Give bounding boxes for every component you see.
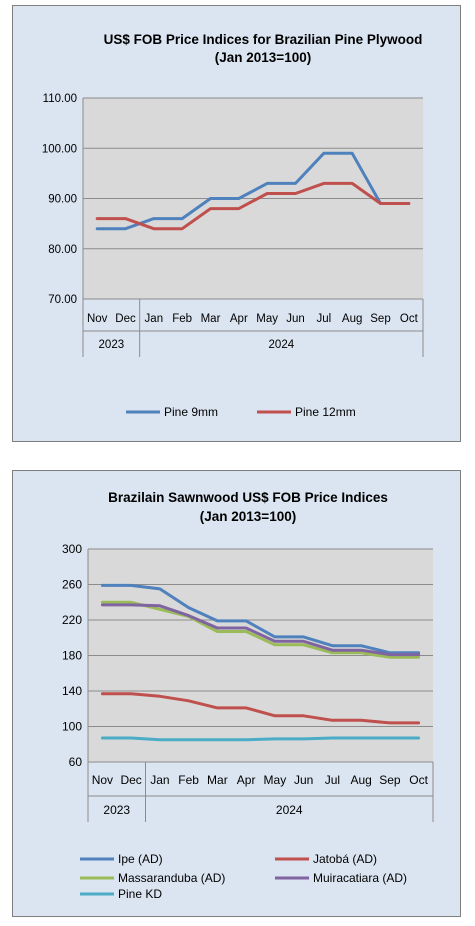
y-tick-label: 180 [62,649,82,663]
legend-label: Jatobá (AD) [313,852,377,866]
series-line [95,151,411,231]
legend-label: Muiracatiara (AD) [313,871,407,885]
plywood-chart-panel: US$ FOB Price Indices for Brazilian Pine… [12,5,461,442]
x-tick-label: Apr [230,313,248,325]
y-tick-label: 260 [62,578,82,592]
chart-title: Brazilain Sawnwood US$ FOB Price Indices [108,490,388,505]
x-tick-label: Aug [350,773,371,787]
x-tick-label: Mar [207,773,228,787]
legend-label: Massaranduba (AD) [118,871,225,885]
x-tick-label: Dec [115,313,136,325]
x-tick-label: May [264,773,287,787]
plywood-price-chart: US$ FOB Price Indices for Brazilian Pine… [42,32,424,419]
legend-label: Pine KD [118,887,162,901]
chart-subtitle: (Jan 2013=100) [215,50,311,65]
x-tick-label: Nov [92,773,113,787]
series-line [100,603,421,657]
y-tick-label: 100.00 [42,143,77,155]
x-tick-label: Feb [178,773,199,787]
x-tick-label: Jul [316,313,331,325]
x-tick-label: Jan [145,313,164,325]
x-tick-label: Jan [150,773,169,787]
year-group-label: 2023 [99,339,125,351]
legend-label: Pine 9mm [164,405,218,419]
x-tick-label: Mar [201,313,221,325]
x-tick-label: May [256,313,278,325]
chart-subtitle: (Jan 2013=100) [200,509,296,524]
x-tick-label: Nov [87,313,108,325]
y-tick-label: 110.00 [43,93,77,105]
x-tick-label: Sep [379,773,401,787]
y-tick-label: 90.00 [48,194,77,206]
series-line [100,692,421,725]
x-tick-label: Sep [370,313,390,325]
x-tick-label: Oct [409,773,428,787]
y-tick-label: 100 [62,720,82,734]
y-tick-label: 300 [62,542,82,556]
y-tick-label: 140 [62,684,82,698]
year-group-label: 2024 [269,339,295,351]
y-tick-label: 80.00 [48,244,77,256]
series-line [100,583,421,655]
sawnwood-chart-panel: Brazilain Sawnwood US$ FOB Price Indices… [12,470,461,917]
year-group-label: 2024 [276,803,303,817]
x-tick-label: Aug [342,313,362,325]
x-tick-label: Jun [294,773,313,787]
legend-label: Pine 12mm [295,405,356,419]
chart-title: US$ FOB Price Indices for Brazilian Pine… [104,32,423,47]
series-line [95,181,411,231]
x-tick-label: Oct [400,313,419,325]
x-tick-label: Jun [286,313,305,325]
legend-label: Ipe (AD) [118,852,163,866]
x-tick-label: Dec [120,773,141,787]
y-tick-label: 70.00 [48,294,77,306]
series-line [100,600,421,659]
series-line [100,736,421,742]
year-group-label: 2023 [103,803,130,817]
y-tick-label: 60 [69,755,83,769]
sawnwood-price-chart: Brazilain Sawnwood US$ FOB Price Indices… [62,490,434,901]
y-tick-label: 220 [62,613,82,627]
x-tick-label: Jul [325,773,340,787]
x-tick-label: Apr [237,773,256,787]
x-tick-label: Feb [172,313,192,325]
